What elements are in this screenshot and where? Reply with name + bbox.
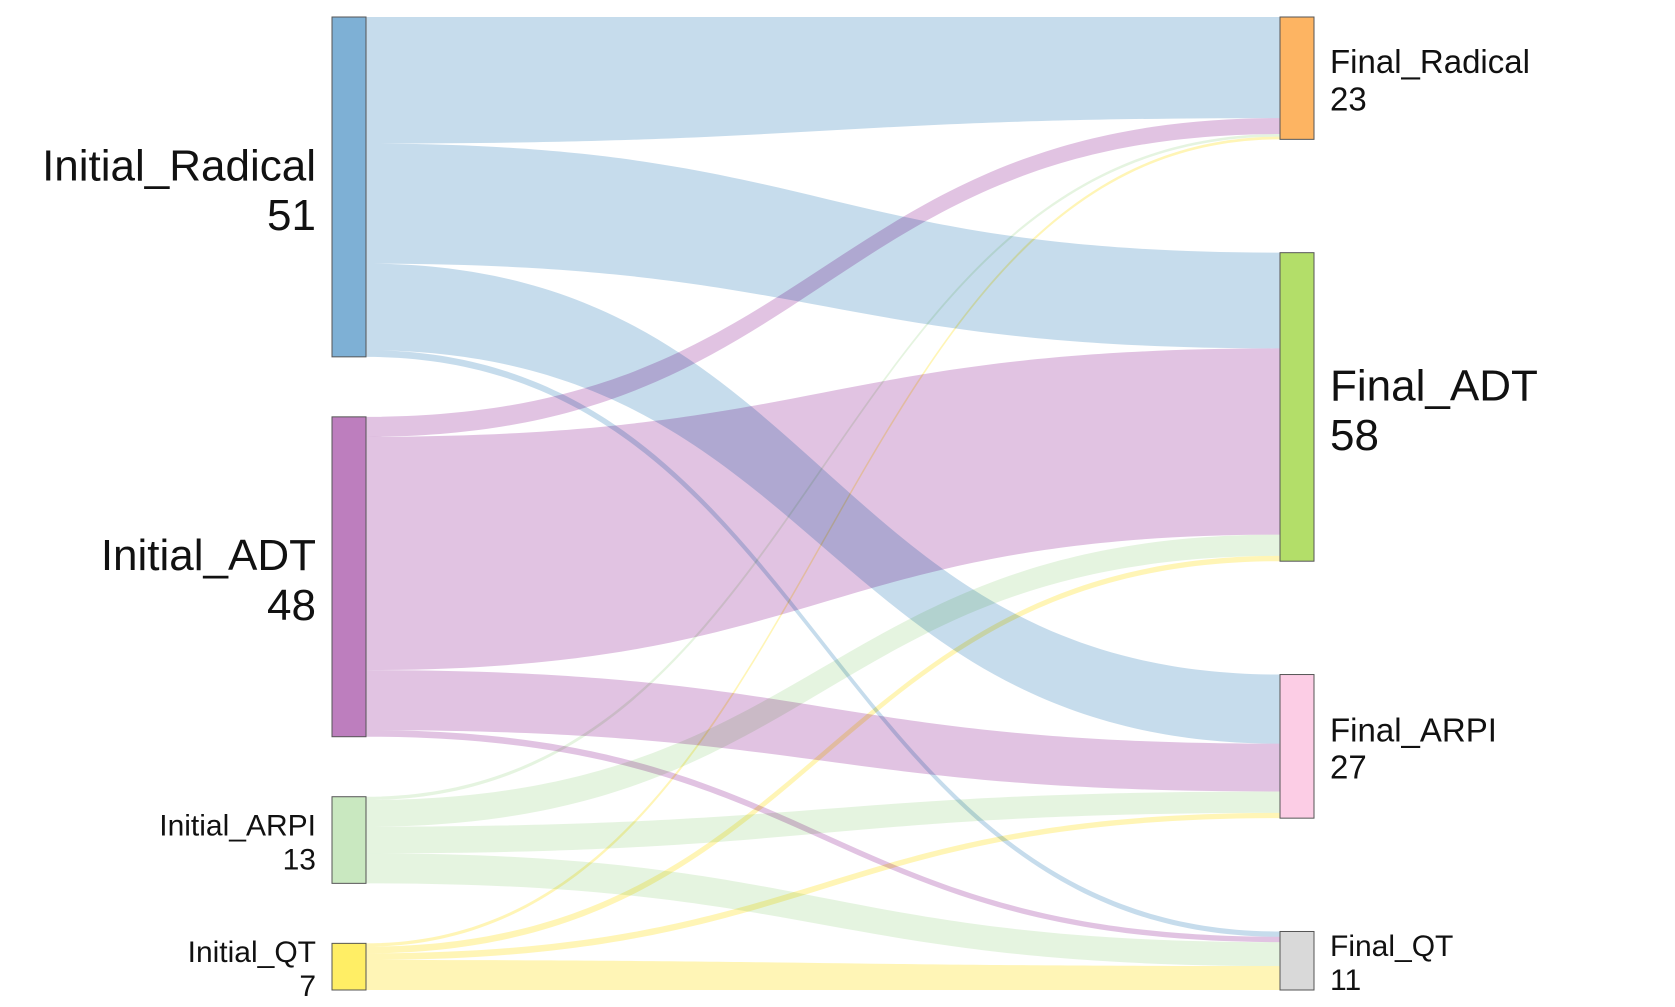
- label-Initial_Radical: Initial_Radical: [42, 141, 316, 190]
- flow-Initial_QT-to-Final_ARPI: [366, 812, 1280, 961]
- value-Final_QT: 11: [1330, 964, 1361, 997]
- label-Final_ARPI: Final_ARPI: [1330, 711, 1497, 748]
- flow-Initial_ARPI-to-Final_ADT: [366, 534, 1280, 827]
- flow-Initial_ARPI-to-Final_Radical: [366, 134, 1280, 801]
- label-Final_Radical: Final_Radical: [1330, 43, 1530, 80]
- value-Final_ADT: 58: [1330, 411, 1379, 460]
- flow-Initial_ADT-to-Final_ARPI: [366, 670, 1280, 792]
- node-Initial_ADT: [331, 416, 367, 738]
- node-layer: [331, 16, 1315, 991]
- value-Final_Radical: 23: [1330, 81, 1367, 118]
- flow-Initial_ADT-to-Final_Radical: [366, 118, 1280, 437]
- flow-Initial_Radical-to-Final_Radical: [366, 17, 1280, 144]
- node-Initial_ARPI: [331, 796, 367, 884]
- node-Final_ARPI: [1279, 674, 1315, 819]
- flow-Initial_Radical-to-Final_ADT: [366, 143, 1280, 349]
- node-Final_Radical: [1279, 16, 1315, 140]
- label-Initial_ADT: Initial_ADT: [101, 531, 316, 580]
- value-Initial_ARPI: 13: [283, 843, 316, 876]
- flow-layer: [366, 17, 1280, 990]
- value-Initial_Radical: 51: [267, 191, 316, 240]
- flow-Initial_QT-to-Final_ADT: [366, 555, 1280, 954]
- flow-Initial_ADT-to-Final_ADT: [366, 348, 1280, 671]
- node-Initial_Radical: [331, 16, 367, 358]
- value-Final_ARPI: 27: [1330, 749, 1367, 786]
- flow-Initial_ARPI-to-Final_ARPI: [366, 791, 1280, 854]
- flow-Initial_QT-to-Final_QT: [366, 960, 1280, 990]
- label-Final_QT: Final_QT: [1330, 930, 1453, 963]
- flow-Initial_ADT-to-Final_QT: [366, 730, 1280, 943]
- node-Initial_QT: [331, 942, 367, 991]
- value-Initial_ADT: 48: [267, 581, 316, 630]
- node-Final_ADT: [1279, 252, 1315, 562]
- flow-Initial_Radical-to-Final_QT: [366, 350, 1280, 937]
- label-Final_ADT: Final_ADT: [1330, 361, 1538, 410]
- flow-Initial_QT-to-Final_Radical: [366, 136, 1280, 947]
- label-Initial_ARPI: Initial_ARPI: [159, 810, 316, 843]
- label-Initial_QT: Initial_QT: [188, 936, 316, 969]
- node-Final_QT: [1279, 930, 1315, 991]
- flow-Initial_ARPI-to-Final_QT: [366, 853, 1280, 967]
- value-Initial_QT: 7: [299, 970, 316, 1003]
